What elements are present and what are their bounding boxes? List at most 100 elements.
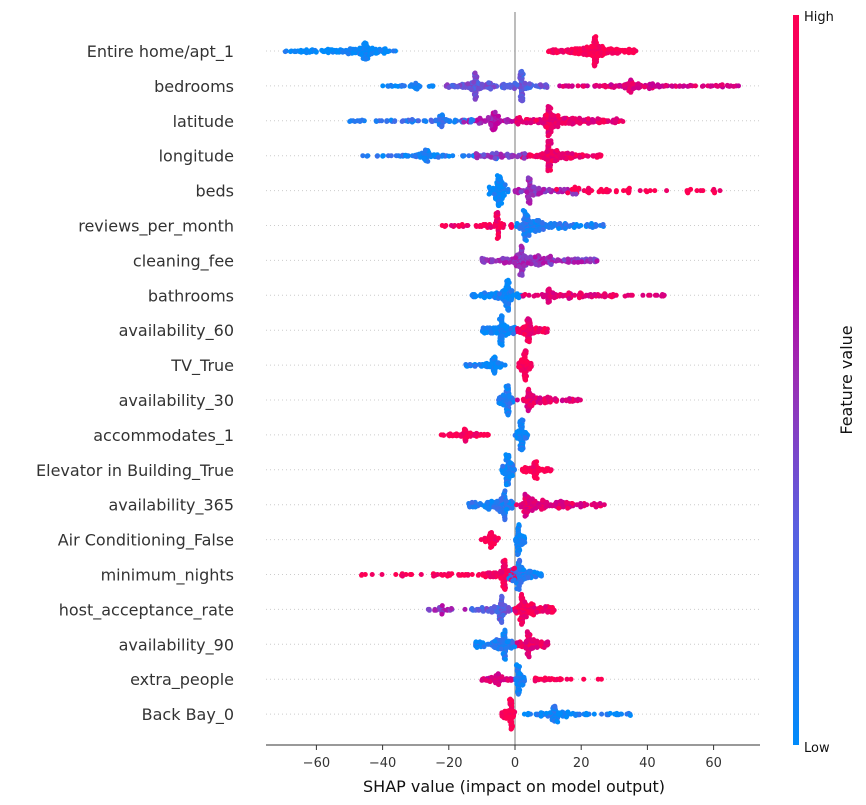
shap-point	[416, 151, 422, 157]
shap-point	[589, 117, 595, 122]
shap-point	[489, 674, 494, 680]
shap-point	[621, 82, 627, 88]
shap-point	[514, 640, 520, 646]
shap-point	[462, 85, 468, 90]
shap-point	[498, 568, 504, 574]
shap-point	[539, 639, 544, 645]
shap-point	[488, 86, 494, 92]
shap-point	[520, 119, 526, 125]
shap-point	[374, 153, 380, 159]
shap-point	[489, 291, 494, 297]
shap-point	[577, 46, 583, 52]
shap-point	[576, 51, 582, 57]
shap-point	[516, 522, 522, 528]
shap-point	[505, 117, 511, 122]
shap-point	[555, 124, 561, 130]
shap-point	[522, 292, 528, 297]
shap-point	[545, 157, 550, 163]
shap-point	[533, 262, 539, 267]
shap-point	[340, 49, 346, 55]
shap-point	[485, 115, 491, 120]
shap-point	[647, 188, 653, 194]
shap-point	[522, 324, 528, 330]
shap-point	[510, 640, 516, 646]
shap-point	[525, 408, 531, 414]
shap-point	[446, 153, 452, 159]
shap-point	[532, 678, 538, 684]
shap-point	[519, 591, 525, 597]
shap-point	[527, 81, 533, 87]
shap-point	[560, 151, 566, 157]
shap-point	[517, 436, 523, 442]
shap-point	[347, 119, 353, 124]
shap-point	[592, 292, 598, 297]
shap-point	[570, 115, 576, 121]
shap-point	[548, 262, 554, 267]
shap-point	[699, 83, 705, 89]
shap-point	[498, 646, 504, 652]
shap-point	[594, 258, 600, 264]
shap-point	[499, 342, 505, 348]
shap-point	[652, 188, 658, 194]
shap-point	[549, 605, 555, 610]
shap-point	[409, 82, 414, 88]
shap-point	[584, 44, 590, 50]
shap-point	[517, 115, 523, 120]
shap-point	[484, 257, 490, 263]
shap-point	[593, 504, 599, 510]
shap-point	[596, 189, 602, 195]
shap-point	[499, 313, 504, 319]
shap-point	[546, 286, 552, 292]
shap-point	[602, 291, 608, 297]
shap-point	[493, 570, 499, 576]
shap-point	[507, 401, 513, 407]
shap-point	[626, 185, 632, 191]
shap-point	[541, 255, 547, 261]
shap-point	[566, 296, 572, 301]
shap-point	[498, 496, 504, 502]
shap-point	[481, 431, 487, 437]
shap-point	[520, 208, 526, 213]
shap-point	[635, 81, 641, 87]
shap-point	[482, 539, 488, 545]
shap-point	[589, 53, 595, 59]
shap-point	[505, 383, 511, 389]
shap-point	[620, 119, 626, 124]
shap-point	[531, 605, 537, 610]
shap-point	[477, 501, 483, 506]
shap-point	[524, 213, 530, 218]
shap-point	[513, 255, 518, 261]
shap-point	[523, 614, 529, 620]
shap-point	[384, 119, 390, 124]
shap-point	[514, 154, 520, 160]
shap-point	[604, 186, 610, 192]
shap-point	[491, 604, 497, 610]
shap-point	[510, 578, 516, 584]
shap-point	[502, 627, 508, 633]
shap-point	[519, 357, 524, 363]
shap-point	[461, 426, 467, 432]
shap-point	[512, 260, 517, 266]
shap-point	[304, 50, 309, 56]
shap-point	[488, 225, 494, 230]
shap-point	[552, 221, 557, 226]
shap-point	[493, 325, 499, 331]
shap-point	[577, 154, 583, 160]
shap-point	[593, 82, 599, 88]
shap-point	[513, 677, 519, 683]
shap-point	[485, 499, 490, 505]
shap-point	[488, 330, 494, 336]
shap-point	[564, 499, 570, 505]
shap-point	[521, 674, 527, 680]
shap-point	[585, 153, 591, 159]
shap-point	[519, 98, 525, 104]
shap-point	[528, 120, 534, 126]
shap-point	[499, 674, 505, 680]
shap-point	[509, 154, 515, 160]
shap-point	[489, 259, 495, 265]
shap-point	[468, 117, 474, 122]
shap-point	[502, 656, 508, 662]
shap-point	[531, 637, 537, 643]
shap-point	[685, 190, 691, 196]
shap-point	[508, 460, 514, 466]
